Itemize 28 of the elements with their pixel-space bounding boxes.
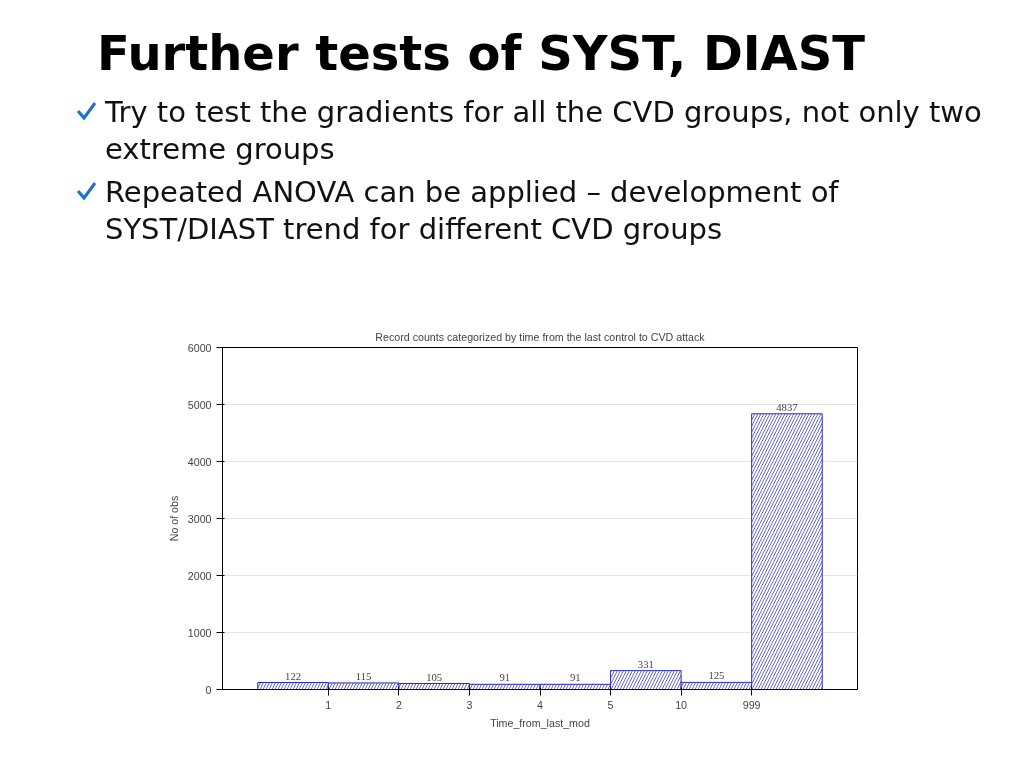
y-axis-title: No of obs	[167, 495, 180, 542]
y-tick-label: 5000	[187, 398, 212, 411]
data-label: 115	[355, 670, 372, 682]
x-tick-label: 4	[537, 698, 544, 711]
text: Try to test the gradients for all the CVD groups, not only two extreme groups	[105, 93, 983, 168]
y-tick-label: 6000	[187, 341, 212, 354]
data-label: 331	[637, 658, 654, 670]
y-tick-label: 1000	[187, 626, 212, 639]
chart-subtitle: Record counts categorized by time from the last control to CVD attack	[375, 330, 706, 343]
y-tick-label: 0	[205, 683, 212, 696]
data-label: 105	[426, 671, 443, 683]
data-label: 4837	[776, 401, 799, 413]
x-tick-label: 3	[466, 698, 473, 711]
x-tick-label: 5	[607, 698, 614, 711]
x-axis-title: Time_from_last_mod	[490, 716, 590, 729]
text: Repeated ANOVA can be applied – development of SYST/DIAST trend for different CVD groups	[105, 173, 840, 248]
data-label: 91	[569, 672, 581, 684]
data-label: 122	[285, 670, 302, 682]
x-tick-label: 1	[325, 698, 332, 711]
data-label: 125	[708, 670, 725, 682]
x-tick-label: 10	[675, 698, 688, 711]
x-tick-label: 999	[742, 698, 761, 711]
data-label: 91	[499, 672, 511, 684]
y-tick-label: 2000	[187, 569, 212, 582]
y-tick-label: 3000	[187, 512, 212, 525]
y-tick-label: 4000	[187, 455, 212, 468]
chart-title: Further tests of SYST, DIAST	[97, 24, 867, 83]
x-tick-label: 2	[395, 698, 402, 711]
